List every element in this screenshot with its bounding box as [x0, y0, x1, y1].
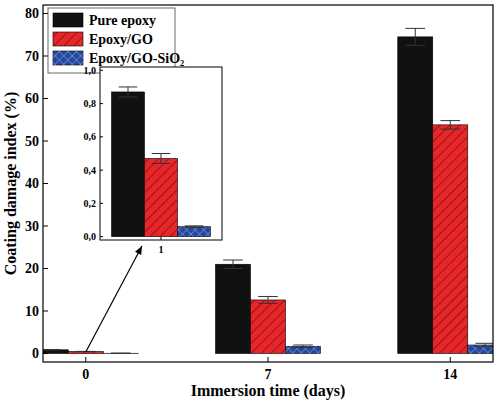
- y-tick-label: 0,8: [84, 98, 97, 109]
- legend-swatch: [53, 13, 83, 27]
- plot-frame: [100, 67, 222, 240]
- legend-swatch-hatch: [53, 32, 83, 46]
- error-bar: [111, 353, 131, 354]
- legend-label: Pure epoxy: [89, 13, 156, 28]
- bar: [433, 125, 468, 354]
- bar: [112, 92, 145, 237]
- y-tick: [100, 170, 103, 171]
- error-bar: [293, 345, 313, 348]
- y-tick: [100, 103, 103, 104]
- y-tick-label: 80: [25, 6, 39, 21]
- y-tick: [43, 98, 48, 99]
- chart: 0 10 20 30 40 50 60 70 80 0 7 14 Immersion time (day…: [0, 0, 500, 405]
- plot-frame: [43, 5, 493, 362]
- bar-hatch: [178, 227, 211, 237]
- y-tick-label: 0,0: [84, 231, 97, 242]
- inset-arrow-head: [135, 246, 142, 255]
- plot-background: [43, 5, 493, 362]
- y-tick-label: 0,2: [84, 198, 97, 209]
- bar: [468, 345, 493, 354]
- y-tick: [43, 183, 48, 184]
- bars: [43, 28, 493, 353]
- legend: Pure epoxy Epoxy/GO Epoxy/GO-SiO₂: [48, 8, 184, 73]
- error-bar: [152, 154, 170, 164]
- y-tick: [43, 56, 48, 57]
- error-bar: [440, 121, 460, 130]
- x-tick: [450, 357, 451, 362]
- error-bar: [119, 87, 137, 97]
- y-tick-label: 0,4: [84, 165, 97, 176]
- legend-label: Epoxy/GO: [89, 32, 153, 47]
- y-tick: [43, 13, 48, 14]
- y-tick: [43, 141, 48, 142]
- y-tick: [43, 353, 48, 354]
- error-bar: [43, 349, 61, 350]
- bar-hatch: [145, 158, 178, 236]
- y-tick: [43, 226, 48, 227]
- y-tick: [100, 236, 103, 237]
- inset-arrow: [86, 246, 142, 352]
- y-axis-label: Coating damage index (%): [2, 92, 20, 276]
- bar-hatch: [251, 300, 286, 354]
- bar: [145, 158, 178, 236]
- x-tick: [85, 357, 86, 362]
- y-tick-label: 0: [32, 346, 39, 361]
- error-bar: [185, 226, 203, 228]
- bar-hatch: [433, 125, 468, 354]
- bar-hatch: [468, 345, 493, 354]
- error-bar: [223, 260, 243, 269]
- bar: [286, 346, 321, 353]
- x-tick: [268, 357, 269, 362]
- error-bar: [405, 28, 425, 45]
- y-tick: [43, 268, 48, 269]
- y-tick-label: 30: [25, 219, 39, 234]
- y-tick: [100, 70, 103, 71]
- x-tick-label: 14: [443, 367, 457, 382]
- y-tick-label: 10: [25, 304, 39, 319]
- legend-label: Epoxy/GO-SiO₂: [89, 51, 184, 66]
- bar-hatch: [286, 346, 321, 353]
- legend-swatch: [53, 51, 83, 65]
- plot-background: [100, 67, 222, 240]
- y-tick-label: 50: [25, 134, 39, 149]
- error-bar: [475, 343, 493, 346]
- legend-swatch: [53, 32, 83, 46]
- y-tick-label: 0,6: [84, 131, 97, 142]
- bar: [398, 37, 433, 354]
- bar-hatch: [103, 353, 138, 354]
- y-tick: [100, 203, 103, 204]
- x-axis-label: Immersion time (days): [191, 382, 346, 400]
- error-bar: [258, 297, 278, 304]
- bar: [216, 264, 251, 353]
- y-tick: [43, 311, 48, 312]
- x-tick: [161, 237, 162, 240]
- x-tick-label: 1: [159, 244, 164, 255]
- x-tick-label: 7: [265, 367, 272, 382]
- x-tick-label: 0: [82, 367, 89, 382]
- bar: [251, 300, 286, 354]
- bar: [178, 227, 211, 237]
- y-tick-label: 40: [25, 176, 39, 191]
- y-tick-label: 70: [25, 49, 39, 64]
- legend-swatch-hatch: [53, 51, 83, 65]
- y-tick: [100, 136, 103, 137]
- y-tick-label: 20: [25, 261, 39, 276]
- bar: [103, 353, 138, 354]
- bars: [112, 87, 211, 237]
- bar: [43, 350, 68, 354]
- y-tick-label: 1,0: [84, 65, 97, 76]
- y-tick-label: 60: [25, 91, 39, 106]
